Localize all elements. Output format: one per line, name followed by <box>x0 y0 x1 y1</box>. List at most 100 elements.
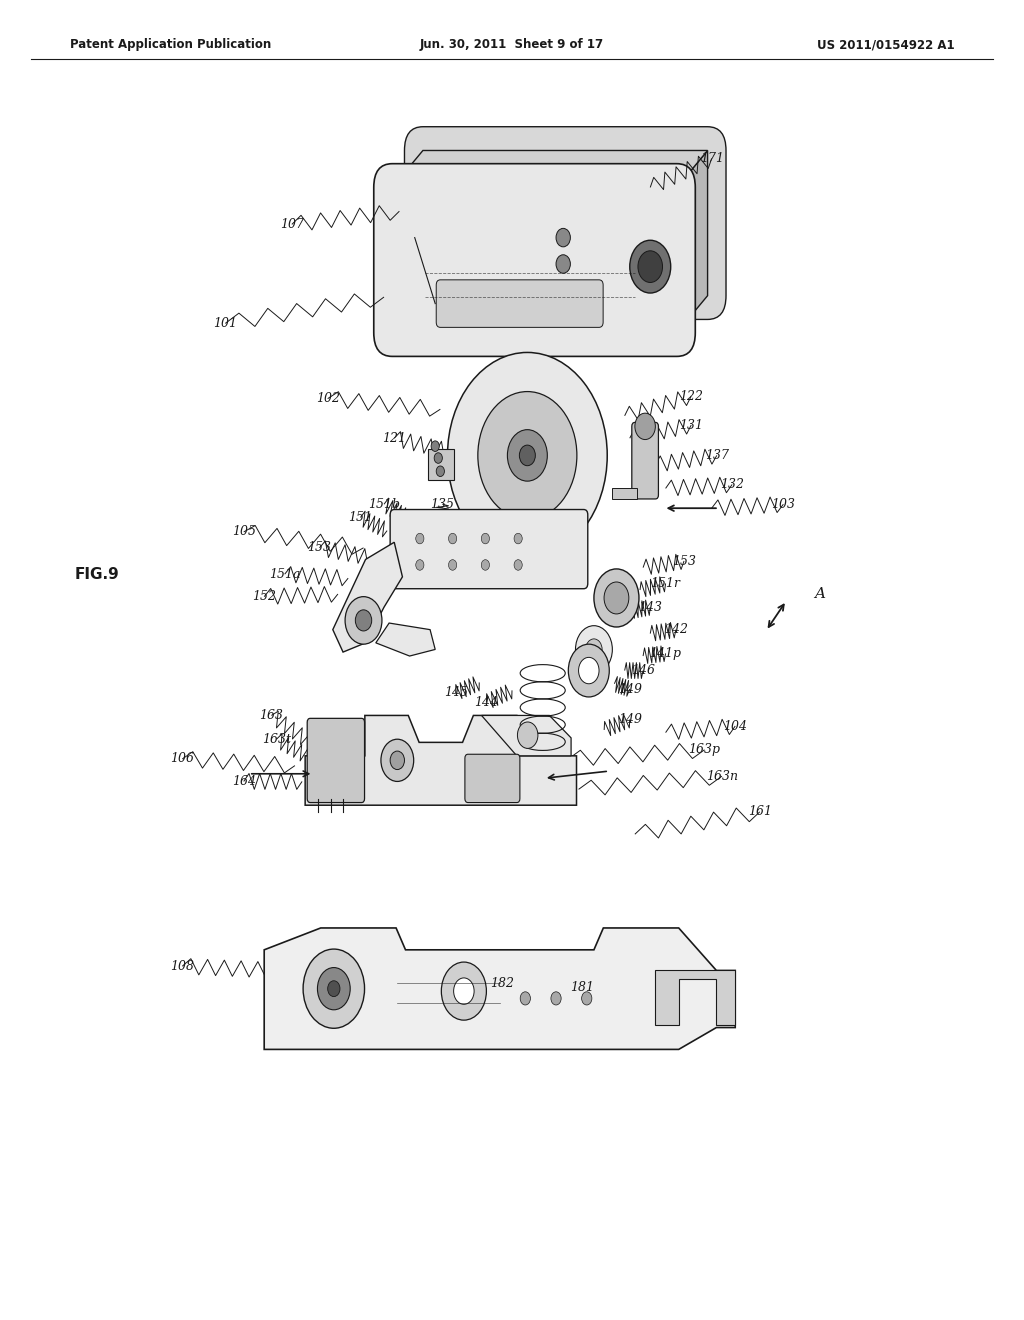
Text: 153: 153 <box>307 541 332 554</box>
Polygon shape <box>376 623 435 656</box>
Circle shape <box>481 533 489 544</box>
Circle shape <box>328 981 340 997</box>
Circle shape <box>635 413 655 440</box>
Polygon shape <box>305 715 577 805</box>
Text: 102: 102 <box>315 392 340 405</box>
Circle shape <box>579 657 599 684</box>
Circle shape <box>303 949 365 1028</box>
Text: 131: 131 <box>679 418 703 432</box>
Text: 121: 121 <box>382 432 407 445</box>
Text: 137: 137 <box>705 449 729 462</box>
Circle shape <box>381 739 414 781</box>
Text: 108: 108 <box>170 960 195 973</box>
Circle shape <box>436 466 444 477</box>
Circle shape <box>517 722 538 748</box>
Text: 163n: 163n <box>706 770 738 783</box>
Polygon shape <box>428 449 454 480</box>
Circle shape <box>390 751 404 770</box>
Text: 152: 152 <box>252 590 276 603</box>
Text: 151: 151 <box>348 511 373 524</box>
Text: 181: 181 <box>569 981 594 994</box>
Circle shape <box>508 430 547 480</box>
Text: 144: 144 <box>474 696 499 709</box>
Circle shape <box>449 560 457 570</box>
Circle shape <box>630 240 671 293</box>
Polygon shape <box>264 928 735 1049</box>
FancyBboxPatch shape <box>390 510 588 589</box>
Circle shape <box>416 560 424 570</box>
Text: 145: 145 <box>443 686 468 700</box>
Circle shape <box>431 441 439 451</box>
Circle shape <box>449 533 457 544</box>
Circle shape <box>514 560 522 570</box>
FancyBboxPatch shape <box>307 718 365 803</box>
Circle shape <box>582 991 592 1005</box>
Circle shape <box>556 228 570 247</box>
Circle shape <box>514 533 522 544</box>
Text: 141p: 141p <box>649 647 682 660</box>
Polygon shape <box>392 150 708 187</box>
Circle shape <box>586 639 602 660</box>
Circle shape <box>454 978 474 1005</box>
Circle shape <box>345 597 382 644</box>
Circle shape <box>441 962 486 1020</box>
FancyBboxPatch shape <box>465 754 520 803</box>
Circle shape <box>478 392 577 519</box>
Text: 104: 104 <box>723 719 748 733</box>
Polygon shape <box>677 150 708 333</box>
Circle shape <box>355 610 372 631</box>
Circle shape <box>317 968 350 1010</box>
Text: 182: 182 <box>489 977 514 990</box>
Circle shape <box>519 445 536 466</box>
Text: 151b: 151b <box>368 498 400 511</box>
Polygon shape <box>655 970 735 1026</box>
Text: 107: 107 <box>280 218 304 231</box>
Text: 151r: 151r <box>650 577 681 590</box>
Circle shape <box>604 582 629 614</box>
Text: US 2011/0154922 A1: US 2011/0154922 A1 <box>817 38 954 51</box>
Text: 146: 146 <box>631 664 655 677</box>
Circle shape <box>556 281 570 300</box>
Text: 163t: 163t <box>262 733 291 746</box>
Text: 143: 143 <box>638 601 663 614</box>
Text: 163: 163 <box>259 709 284 722</box>
Circle shape <box>481 560 489 570</box>
FancyBboxPatch shape <box>632 422 658 499</box>
Text: FIG.9: FIG.9 <box>75 566 120 582</box>
Text: 103: 103 <box>771 498 796 511</box>
Polygon shape <box>481 715 571 756</box>
Circle shape <box>520 991 530 1005</box>
Text: 149: 149 <box>617 713 642 726</box>
Text: Jun. 30, 2011  Sheet 9 of 17: Jun. 30, 2011 Sheet 9 of 17 <box>420 38 604 51</box>
Text: 106: 106 <box>170 752 195 766</box>
Text: 153: 153 <box>672 554 696 568</box>
Polygon shape <box>612 488 637 499</box>
Text: 151a: 151a <box>269 568 300 581</box>
Text: A: A <box>814 587 824 601</box>
Circle shape <box>434 453 442 463</box>
Text: 171: 171 <box>699 152 724 165</box>
Text: 164: 164 <box>231 775 256 788</box>
FancyBboxPatch shape <box>374 164 695 356</box>
FancyBboxPatch shape <box>404 127 726 319</box>
Polygon shape <box>333 543 402 652</box>
Circle shape <box>594 569 639 627</box>
Text: 132: 132 <box>720 478 744 491</box>
Circle shape <box>568 644 609 697</box>
Circle shape <box>447 352 607 558</box>
FancyBboxPatch shape <box>436 280 603 327</box>
Text: 101: 101 <box>213 317 238 330</box>
Text: 122: 122 <box>679 389 703 403</box>
Circle shape <box>638 251 663 282</box>
Text: 161: 161 <box>748 805 772 818</box>
Text: 149: 149 <box>617 682 642 696</box>
Circle shape <box>575 626 612 673</box>
Text: 105: 105 <box>231 525 256 539</box>
Circle shape <box>416 533 424 544</box>
Text: 142: 142 <box>664 623 688 636</box>
Text: 135: 135 <box>430 498 455 511</box>
Circle shape <box>556 255 570 273</box>
Text: 163p: 163p <box>688 743 721 756</box>
Circle shape <box>551 991 561 1005</box>
Text: Patent Application Publication: Patent Application Publication <box>70 38 271 51</box>
